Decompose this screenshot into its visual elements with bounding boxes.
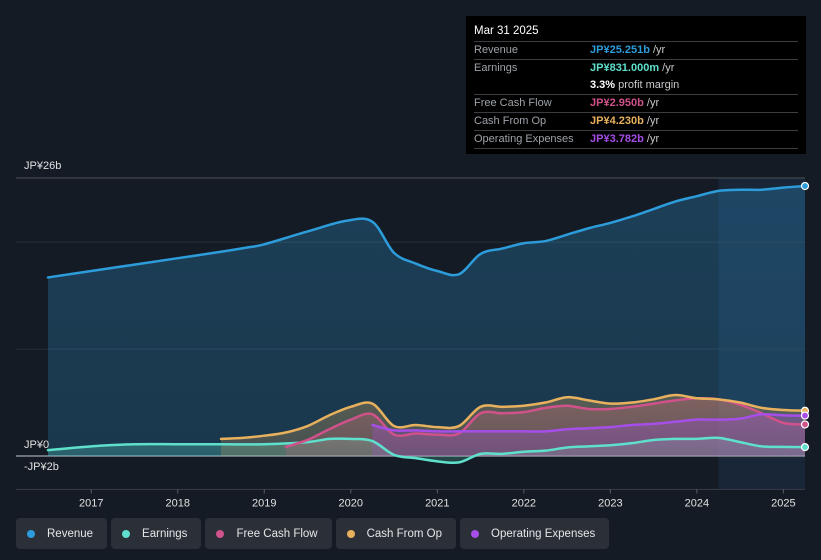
legend-label: Cash From Op bbox=[366, 527, 443, 540]
x-tick-label: 2019 bbox=[252, 497, 276, 509]
legend-label: Earnings bbox=[142, 527, 188, 540]
legend-item-revenue[interactable]: Revenue bbox=[16, 518, 108, 549]
endpoint-earnings[interactable] bbox=[800, 443, 810, 452]
legend-dot-icon bbox=[27, 529, 35, 538]
tooltip-row-label: Revenue bbox=[474, 44, 519, 56]
tooltip-row-label bbox=[474, 77, 590, 94]
tooltip-value-unit: /yr bbox=[649, 44, 666, 56]
x-tick-label: 2023 bbox=[598, 497, 622, 509]
tooltip-row-value: JP¥25.251b /yr bbox=[590, 42, 665, 59]
tooltip-value-amount: JP¥25.251b bbox=[590, 44, 650, 56]
legend-dot-icon bbox=[122, 529, 131, 538]
tooltip-row-label: Earnings bbox=[474, 62, 518, 74]
tooltip-row-label: Free Cash Flow bbox=[474, 97, 552, 109]
tooltip-row: Revenue JP¥25.251b /yr bbox=[474, 42, 798, 60]
area-revenue bbox=[48, 186, 805, 456]
legend-label: Revenue bbox=[47, 527, 94, 540]
tooltip-row-value: JP¥4.230b /yr bbox=[590, 113, 659, 130]
legend-item-operating-expenses[interactable]: Operating Expenses bbox=[460, 518, 610, 549]
tooltip-row: Operating Expenses JP¥3.782b /yr bbox=[474, 131, 798, 149]
legend-dot-icon bbox=[346, 529, 355, 538]
tooltip-row: Earnings JP¥831.000m /yr bbox=[474, 60, 798, 77]
area-operating-expenses bbox=[372, 414, 805, 456]
tooltip-value-amount: JP¥3.782b bbox=[590, 133, 644, 145]
x-tick-label: 2020 bbox=[339, 497, 363, 509]
tooltip-row-value: JP¥3.782b /yr bbox=[590, 131, 659, 148]
x-tick-label: 2025 bbox=[771, 497, 795, 509]
legend-dot-icon bbox=[471, 529, 480, 538]
tooltip-row-label: Operating Expenses bbox=[474, 133, 574, 145]
y-axis-label: JP¥0 bbox=[24, 439, 49, 451]
tooltip-row: Cash From Op JP¥4.230b /yr bbox=[474, 113, 798, 131]
tooltip: Mar 31 2025 Revenue JP¥25.251b /yr Earning… bbox=[466, 16, 806, 154]
tooltip-value-amount: JP¥4.230b bbox=[590, 115, 644, 127]
x-tick-label: 2022 bbox=[512, 497, 536, 509]
endpoint-free-cash-flow[interactable] bbox=[800, 420, 810, 429]
y-axis-label: -JP¥2b bbox=[24, 461, 59, 473]
tooltip-value-unit: /yr bbox=[659, 62, 675, 74]
tooltip-row-value: 3.3% profit margin bbox=[590, 77, 679, 94]
line-earnings bbox=[46, 436, 807, 465]
tooltip-row-label: Cash From Op bbox=[474, 115, 547, 127]
tooltip-value-unit: /yr bbox=[643, 97, 660, 109]
x-tick-label: 2024 bbox=[685, 497, 709, 509]
tooltip-row: Free Cash Flow JP¥2.950b /yr bbox=[474, 95, 798, 113]
tooltip-row-value: JP¥2.950b /yr bbox=[590, 95, 659, 112]
legend-item-earnings[interactable]: Earnings bbox=[111, 518, 202, 549]
x-tick-label: 2018 bbox=[166, 497, 190, 509]
x-tick-label: 2021 bbox=[425, 497, 449, 509]
tooltip-value-amount: 3.3% bbox=[590, 79, 616, 91]
tooltip-value-amount: JP¥2.950b bbox=[590, 97, 644, 109]
legend-item-free-cash-flow[interactable]: Free Cash Flow bbox=[205, 518, 332, 549]
y-axis-label: JP¥26b bbox=[24, 160, 61, 172]
line-operating-expenses bbox=[371, 412, 807, 433]
tooltip-date: Mar 31 2025 bbox=[474, 23, 798, 42]
endpoint-revenue[interactable] bbox=[800, 181, 810, 191]
tooltip-row-value: JP¥831.000m /yr bbox=[590, 60, 674, 77]
legend-dot-icon bbox=[216, 529, 225, 538]
tooltip-row: 3.3% profit margin bbox=[474, 77, 798, 95]
line-cash-from-op bbox=[219, 393, 807, 441]
tooltip-value-unit: profit margin bbox=[615, 79, 680, 91]
tooltip-value-amount: JP¥831.000m bbox=[590, 62, 660, 74]
legend: Revenue Earnings Free Cash Flow Cash From O… bbox=[16, 518, 610, 549]
endpoint-operating-expenses[interactable] bbox=[800, 411, 810, 420]
tooltip-value-unit: /yr bbox=[643, 133, 660, 145]
legend-label: Free Cash Flow bbox=[236, 527, 318, 540]
x-tick-label: 2017 bbox=[79, 497, 103, 509]
line-revenue bbox=[46, 184, 807, 279]
tooltip-value-unit: /yr bbox=[643, 115, 660, 127]
legend-label: Operating Expenses bbox=[491, 527, 596, 540]
legend-item-cash-from-op[interactable]: Cash From Op bbox=[335, 518, 457, 549]
